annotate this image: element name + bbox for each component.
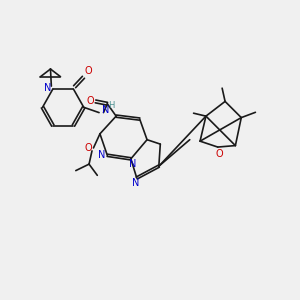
Text: N: N xyxy=(44,83,52,94)
Text: O: O xyxy=(84,66,92,76)
Text: N: N xyxy=(133,178,140,188)
Text: O: O xyxy=(215,148,223,158)
Text: N: N xyxy=(129,159,136,169)
Text: N: N xyxy=(98,150,105,160)
Text: N: N xyxy=(102,105,109,115)
Text: O: O xyxy=(84,143,92,153)
Text: O: O xyxy=(86,96,94,106)
Text: H: H xyxy=(109,101,115,110)
